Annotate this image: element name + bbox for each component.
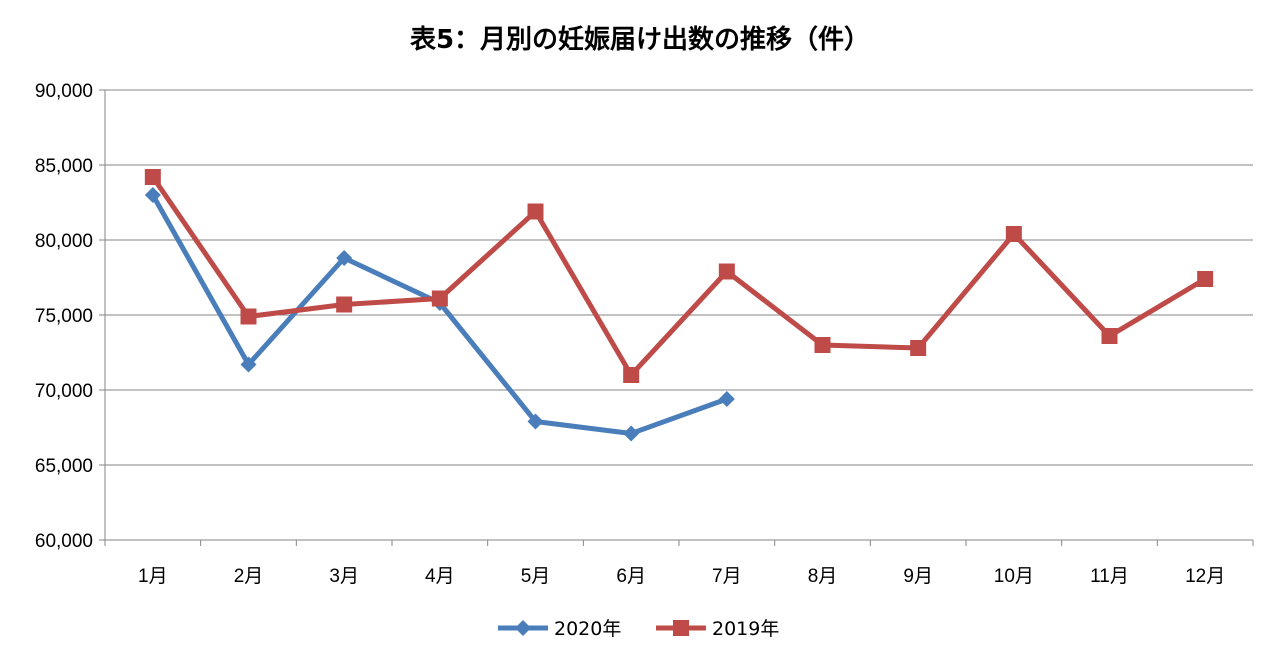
x-tick-label: 10月 bbox=[994, 566, 1034, 587]
x-tick-label: 5月 bbox=[521, 566, 551, 587]
data-point bbox=[240, 308, 257, 325]
data-point bbox=[1197, 271, 1214, 287]
x-tick-label: 11月 bbox=[1090, 566, 1129, 587]
data-point bbox=[144, 169, 161, 185]
y-tick-label: 70,000 bbox=[35, 381, 93, 402]
legend-item: 2019年 bbox=[656, 618, 779, 640]
data-point bbox=[910, 340, 927, 356]
x-tick-label: 12月 bbox=[1185, 566, 1225, 587]
data-point bbox=[718, 263, 735, 280]
x-tick-label: 7月 bbox=[712, 566, 742, 587]
data-point bbox=[718, 391, 735, 407]
data-point bbox=[814, 337, 831, 353]
x-tick-label: 2月 bbox=[234, 566, 264, 587]
series-line bbox=[150, 193, 728, 436]
series-2020年 bbox=[144, 187, 735, 442]
data-point bbox=[1005, 226, 1022, 242]
x-tick-label: 3月 bbox=[329, 566, 359, 587]
data-point bbox=[431, 290, 448, 307]
data-point bbox=[623, 425, 640, 442]
x-tick-label: 4月 bbox=[425, 566, 455, 587]
y-tick-label: 60,000 bbox=[35, 531, 93, 552]
data-point bbox=[527, 413, 544, 430]
series-line bbox=[150, 175, 1207, 378]
legend-label: 2020年 bbox=[554, 618, 621, 640]
y-tick-label: 75,000 bbox=[35, 306, 93, 327]
data-point bbox=[1101, 328, 1118, 344]
legend-marker bbox=[673, 620, 689, 636]
y-tick-label: 90,000 bbox=[35, 81, 93, 102]
chart-title: 表5：月別の妊娠届け出数の推移（件） bbox=[410, 25, 870, 55]
x-tick-label: 6月 bbox=[616, 566, 646, 587]
legend-label: 2019年 bbox=[712, 618, 779, 640]
series-2019年 bbox=[144, 169, 1214, 383]
data-point bbox=[527, 203, 544, 220]
y-tick-label: 65,000 bbox=[35, 456, 93, 477]
data-point bbox=[336, 250, 353, 266]
y-tick-label: 85,000 bbox=[35, 156, 93, 177]
data-point bbox=[144, 187, 161, 203]
data-point bbox=[240, 356, 257, 373]
x-tick-label: 1月 bbox=[138, 566, 168, 587]
data-point bbox=[336, 296, 353, 313]
data-point bbox=[623, 367, 640, 383]
y-tick-label: 80,000 bbox=[35, 231, 93, 252]
legend-item: 2020年 bbox=[498, 618, 621, 640]
x-tick-label: 9月 bbox=[903, 566, 933, 587]
x-tick-label: 8月 bbox=[808, 566, 838, 587]
legend-marker bbox=[515, 620, 531, 636]
